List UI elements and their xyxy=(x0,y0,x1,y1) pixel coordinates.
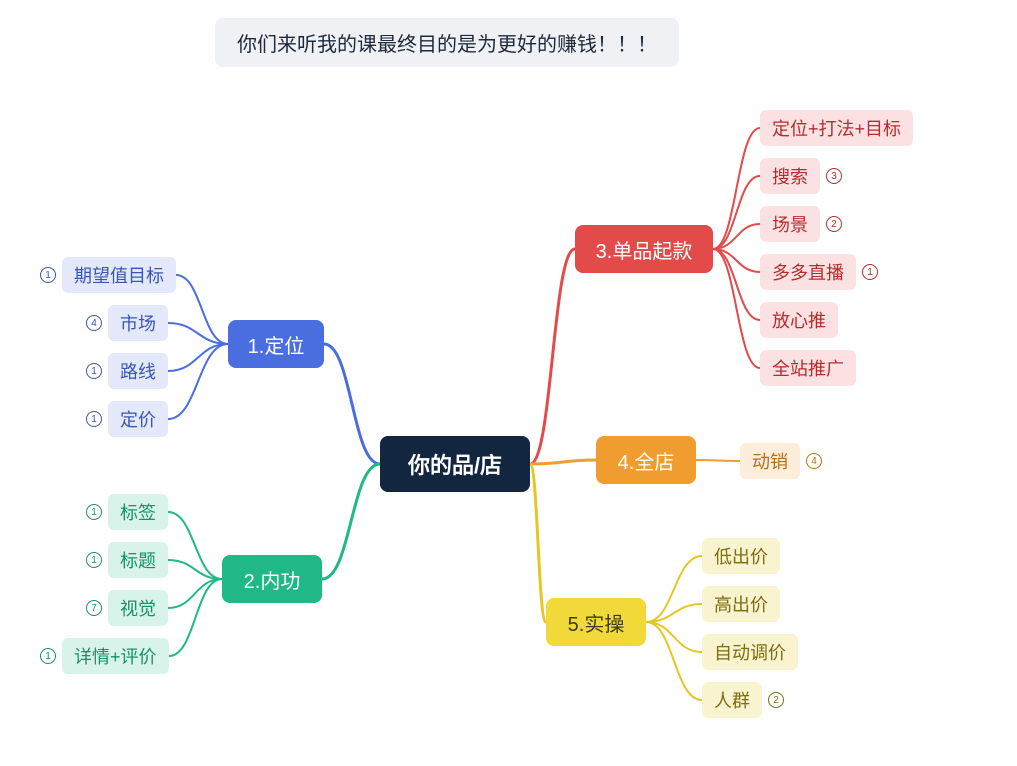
leaf-node[interactable]: 标签 xyxy=(108,494,168,530)
leaf-node[interactable]: 详情+评价 xyxy=(62,638,169,674)
leaf-node[interactable]: 市场 xyxy=(108,305,168,341)
count-badge: 1 xyxy=(40,267,56,283)
count-badge: 1 xyxy=(40,648,56,664)
count-badge: 2 xyxy=(768,692,784,708)
leaf-node[interactable]: 自动调价 xyxy=(702,634,798,670)
leaf-node[interactable]: 多多直播 xyxy=(760,254,856,290)
mindmap-canvas: 你们来听我的课最终目的是为更好的赚钱！！！ 你的品/店 1.定位 期望值目标 1 市场… xyxy=(0,0,1017,766)
count-badge: 4 xyxy=(806,453,822,469)
leaf-node[interactable]: 视觉 xyxy=(108,590,168,626)
count-badge: 2 xyxy=(826,216,842,232)
header-caption: 你们来听我的课最终目的是为更好的赚钱！！！ xyxy=(215,18,679,67)
count-badge: 1 xyxy=(86,363,102,379)
leaf-node[interactable]: 定位+打法+目标 xyxy=(760,110,913,146)
leaf-node[interactable]: 搜索 xyxy=(760,158,820,194)
branch-node-b5[interactable]: 5.实操 xyxy=(546,598,646,646)
count-badge: 1 xyxy=(86,504,102,520)
leaf-node[interactable]: 标题 xyxy=(108,542,168,578)
leaf-node[interactable]: 低出价 xyxy=(702,538,780,574)
leaf-node[interactable]: 高出价 xyxy=(702,586,780,622)
branch-node-b1[interactable]: 1.定位 xyxy=(228,320,324,368)
branch-node-b4[interactable]: 4.全店 xyxy=(596,436,696,484)
count-badge: 1 xyxy=(86,411,102,427)
count-badge: 4 xyxy=(86,315,102,331)
count-badge: 1 xyxy=(86,552,102,568)
branch-node-b3[interactable]: 3.单品起款 xyxy=(575,225,713,273)
leaf-node[interactable]: 定价 xyxy=(108,401,168,437)
root-node[interactable]: 你的品/店 xyxy=(380,436,530,492)
count-badge: 3 xyxy=(826,168,842,184)
leaf-node[interactable]: 人群 xyxy=(702,682,762,718)
leaf-node[interactable]: 全站推广 xyxy=(760,350,856,386)
leaf-node[interactable]: 路线 xyxy=(108,353,168,389)
count-badge: 1 xyxy=(862,264,878,280)
leaf-node[interactable]: 放心推 xyxy=(760,302,838,338)
branch-node-b2[interactable]: 2.内功 xyxy=(222,555,322,603)
count-badge: 7 xyxy=(86,600,102,616)
leaf-node[interactable]: 动销 xyxy=(740,443,800,479)
leaf-node[interactable]: 场景 xyxy=(760,206,820,242)
leaf-node[interactable]: 期望值目标 xyxy=(62,257,176,293)
